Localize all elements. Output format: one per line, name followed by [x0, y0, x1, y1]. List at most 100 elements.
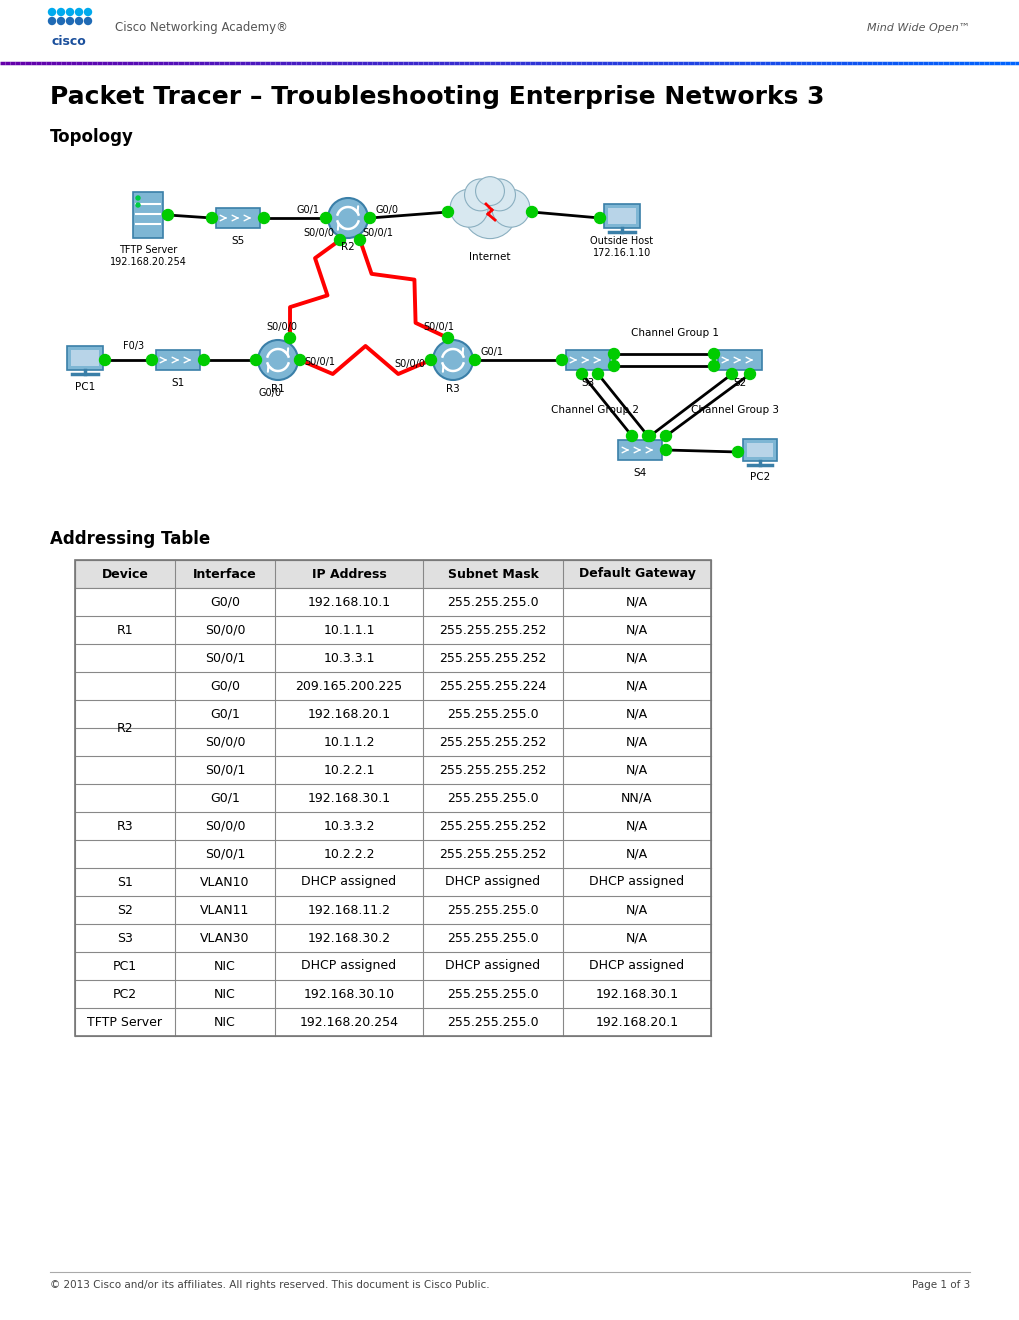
Circle shape: [463, 185, 516, 239]
Text: 10.1.1.2: 10.1.1.2: [323, 735, 374, 748]
Text: N/A: N/A: [626, 595, 647, 609]
Circle shape: [49, 8, 55, 16]
Text: R3: R3: [116, 820, 133, 833]
Text: VLAN10: VLAN10: [200, 875, 250, 888]
Text: R2: R2: [340, 242, 355, 252]
Circle shape: [334, 235, 345, 246]
Circle shape: [491, 189, 530, 227]
Bar: [75, 869, 710, 896]
Text: NN/A: NN/A: [621, 792, 652, 804]
Text: G0/1: G0/1: [210, 708, 239, 721]
Circle shape: [556, 355, 567, 366]
Text: Outside Host
172.16.1.10: Outside Host 172.16.1.10: [590, 236, 653, 257]
Text: 10.2.2.2: 10.2.2.2: [323, 847, 374, 861]
Text: R1: R1: [271, 384, 284, 393]
Text: Page 1 of 3: Page 1 of 3: [911, 1280, 969, 1290]
Text: S0/0/1: S0/0/1: [423, 322, 454, 333]
Bar: [156, 350, 200, 370]
Circle shape: [49, 17, 55, 25]
Bar: [75, 616, 710, 644]
Circle shape: [442, 333, 453, 343]
Text: 192.168.30.10: 192.168.30.10: [303, 987, 394, 1001]
Text: N/A: N/A: [626, 708, 647, 721]
Text: 192.168.20.1: 192.168.20.1: [307, 708, 390, 721]
Bar: [618, 440, 661, 459]
Text: Addressing Table: Addressing Table: [50, 531, 210, 548]
Text: S0/0/1: S0/0/1: [205, 763, 245, 776]
Text: F0/3: F0/3: [122, 341, 144, 351]
Bar: [75, 560, 710, 587]
Text: DHCP assigned: DHCP assigned: [302, 960, 396, 973]
Bar: [75, 1008, 710, 1036]
Text: S0/0/1: S0/0/1: [304, 356, 334, 367]
Circle shape: [483, 180, 515, 211]
Text: 255.255.255.0: 255.255.255.0: [446, 595, 538, 609]
Circle shape: [594, 213, 605, 223]
Text: 255.255.255.224: 255.255.255.224: [439, 680, 546, 693]
Text: S0/0/0: S0/0/0: [205, 735, 245, 748]
Bar: [607, 209, 636, 224]
Circle shape: [626, 430, 637, 441]
Bar: [603, 205, 639, 228]
Text: 255.255.255.252: 255.255.255.252: [439, 847, 546, 861]
Circle shape: [75, 17, 83, 25]
Text: 255.255.255.0: 255.255.255.0: [446, 987, 538, 1001]
Text: N/A: N/A: [626, 652, 647, 664]
Text: R3: R3: [445, 384, 460, 393]
Text: 255.255.255.0: 255.255.255.0: [446, 932, 538, 945]
Circle shape: [258, 213, 269, 223]
Bar: [75, 587, 710, 616]
Text: S0/0/1: S0/0/1: [205, 847, 245, 861]
Text: S1: S1: [117, 875, 132, 888]
Text: R1: R1: [116, 623, 133, 636]
Text: N/A: N/A: [626, 903, 647, 916]
Text: G0/1: G0/1: [297, 205, 320, 215]
Circle shape: [449, 189, 488, 227]
Bar: [75, 644, 710, 672]
Text: S0/0/0: S0/0/0: [393, 359, 425, 370]
Circle shape: [328, 198, 368, 238]
Bar: [742, 440, 776, 461]
Text: 192.168.30.1: 192.168.30.1: [595, 987, 678, 1001]
Text: Channel Group 1: Channel Group 1: [631, 327, 718, 338]
Circle shape: [258, 341, 298, 380]
Text: Packet Tracer – Troubleshooting Enterprise Networks 3: Packet Tracer – Troubleshooting Enterpri…: [50, 84, 823, 110]
Bar: [75, 952, 710, 979]
Text: N/A: N/A: [626, 763, 647, 776]
Text: 255.255.255.0: 255.255.255.0: [446, 903, 538, 916]
Text: 192.168.11.2: 192.168.11.2: [307, 903, 390, 916]
Text: DHCP assigned: DHCP assigned: [445, 875, 540, 888]
Text: NIC: NIC: [214, 987, 235, 1001]
Bar: [75, 924, 710, 952]
Bar: [75, 560, 710, 1036]
Circle shape: [576, 368, 587, 380]
Circle shape: [433, 341, 473, 380]
Circle shape: [294, 355, 306, 366]
Bar: [216, 209, 260, 228]
Bar: [75, 812, 710, 840]
Text: DHCP assigned: DHCP assigned: [589, 875, 684, 888]
Text: S3: S3: [117, 932, 132, 945]
Text: 209.165.200.225: 209.165.200.225: [296, 680, 403, 693]
Text: 255.255.255.0: 255.255.255.0: [446, 1015, 538, 1028]
Circle shape: [206, 213, 217, 223]
Text: 10.3.3.1: 10.3.3.1: [323, 652, 374, 664]
Circle shape: [147, 355, 157, 366]
Text: Channel Group 2: Channel Group 2: [550, 405, 638, 414]
Text: N/A: N/A: [626, 735, 647, 748]
Text: S0/0/1: S0/0/1: [205, 652, 245, 664]
Text: PC2: PC2: [113, 987, 137, 1001]
Text: 255.255.255.252: 255.255.255.252: [439, 623, 546, 636]
Text: S1: S1: [171, 378, 184, 388]
Text: G0/0: G0/0: [210, 680, 239, 693]
Circle shape: [251, 355, 261, 366]
Bar: [75, 784, 710, 812]
Text: G0/0: G0/0: [210, 595, 239, 609]
Text: G0/1: G0/1: [481, 347, 503, 356]
Bar: [746, 444, 772, 457]
Circle shape: [199, 355, 209, 366]
Circle shape: [85, 8, 92, 16]
Text: Cisco Networking Academy®: Cisco Networking Academy®: [115, 21, 287, 34]
Text: DHCP assigned: DHCP assigned: [445, 960, 540, 973]
Text: TFTP Server: TFTP Server: [88, 1015, 162, 1028]
